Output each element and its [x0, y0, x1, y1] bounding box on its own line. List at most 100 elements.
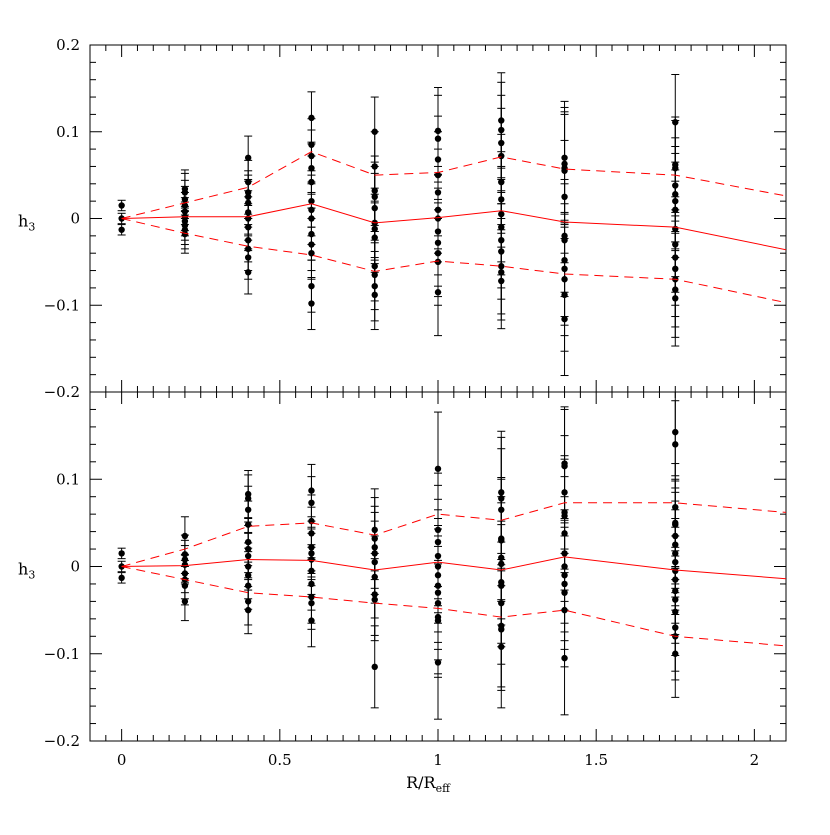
- data-point: [244, 495, 252, 502]
- data-point: [181, 561, 189, 568]
- data-point: [434, 526, 442, 534]
- data-point: [308, 215, 315, 222]
- data-point: [308, 556, 315, 563]
- data-point: [672, 624, 679, 631]
- data-point: [181, 556, 189, 563]
- data-point: [434, 582, 442, 589]
- data-point: [672, 286, 679, 293]
- data-point: [244, 582, 252, 589]
- data-point: [308, 250, 315, 257]
- panel-top: −0.2 −0.1 0 0.1 0.2 h3: [18, 36, 787, 401]
- data-point: [308, 300, 315, 307]
- data-point: [118, 226, 125, 233]
- data-point: [181, 208, 189, 215]
- data-point: [561, 550, 568, 557]
- data-point: [672, 558, 679, 566]
- data-point: [371, 282, 378, 290]
- data-point: [371, 558, 378, 566]
- y-tick-label: 0: [70, 210, 80, 228]
- data-point: [672, 197, 679, 205]
- data-point: [498, 495, 505, 502]
- data-point: [371, 291, 378, 299]
- data-point: [308, 164, 315, 172]
- data-point: [672, 441, 679, 448]
- y-tick-label: −0.2: [44, 383, 80, 401]
- data-point: [308, 152, 315, 160]
- data-point: [561, 167, 568, 174]
- data-point: [498, 554, 505, 561]
- data-point: [672, 182, 679, 189]
- data-point: [434, 552, 442, 560]
- data-point: [308, 567, 315, 575]
- y-tick-label: 0: [70, 558, 80, 576]
- y-tick-label: 0.2: [56, 36, 80, 54]
- data-point: [672, 164, 679, 172]
- data-point: [308, 206, 315, 214]
- data-point: [181, 551, 189, 558]
- data-point: [244, 245, 252, 253]
- data-point: [434, 589, 442, 596]
- data-point: [672, 428, 679, 436]
- data-point: [371, 234, 378, 241]
- data-point: [498, 248, 505, 255]
- data-point: [244, 199, 252, 207]
- data-point: [244, 563, 252, 570]
- data-point: [308, 178, 315, 186]
- data-point: [672, 206, 679, 214]
- data-point: [498, 626, 505, 633]
- data-point: [371, 204, 378, 212]
- data-point: [561, 276, 568, 283]
- data-point: [498, 269, 505, 276]
- data-point: [244, 598, 252, 605]
- y-tick-label: 0.1: [56, 470, 80, 488]
- data-point: [371, 263, 378, 270]
- data-point: [371, 225, 378, 233]
- data-point: [434, 215, 442, 222]
- data-point: [498, 599, 505, 607]
- data-point: [308, 230, 315, 238]
- data-point: [371, 550, 378, 557]
- data-point: [434, 617, 442, 624]
- data-point: [498, 236, 505, 244]
- mean-line: [121, 203, 786, 251]
- data-point: [672, 119, 679, 126]
- data-point: [118, 574, 125, 582]
- data-point: [561, 563, 568, 570]
- data-point: [308, 550, 315, 557]
- data-point: [371, 193, 378, 201]
- data-point: [118, 550, 125, 557]
- data-point: [672, 503, 679, 511]
- data-point: [308, 487, 315, 494]
- x-tick-label: 0: [117, 751, 127, 769]
- data-point: [308, 241, 315, 248]
- plot-area: [117, 392, 786, 720]
- data-point: [371, 596, 378, 603]
- panel-bottom: −0.2 −0.1 0 0.1 0 0.5 1 1.5 2 h3 R/Reff: [18, 391, 787, 795]
- data-point: [371, 163, 378, 170]
- data-point: [498, 196, 505, 203]
- data-point: [244, 506, 252, 513]
- data-point: [434, 189, 442, 196]
- data-point: [561, 530, 568, 537]
- data-point: [371, 187, 378, 194]
- data-point: [561, 256, 568, 264]
- data-point: [308, 530, 315, 537]
- data-point: [371, 591, 378, 598]
- data-point: [672, 521, 679, 528]
- data-point: [561, 291, 568, 299]
- data-point: [181, 598, 189, 605]
- data-point: [498, 117, 505, 124]
- data-point: [434, 563, 442, 570]
- data-point: [434, 156, 442, 163]
- data-point: [118, 202, 125, 209]
- data-point: [308, 599, 315, 607]
- data-point: [181, 570, 189, 577]
- data-point: [434, 289, 442, 296]
- y-axis-label: h3: [18, 560, 35, 582]
- lower-dashed-line: [121, 218, 786, 304]
- data-point: [371, 526, 378, 534]
- data-point: [371, 544, 378, 551]
- data-point: [672, 532, 679, 540]
